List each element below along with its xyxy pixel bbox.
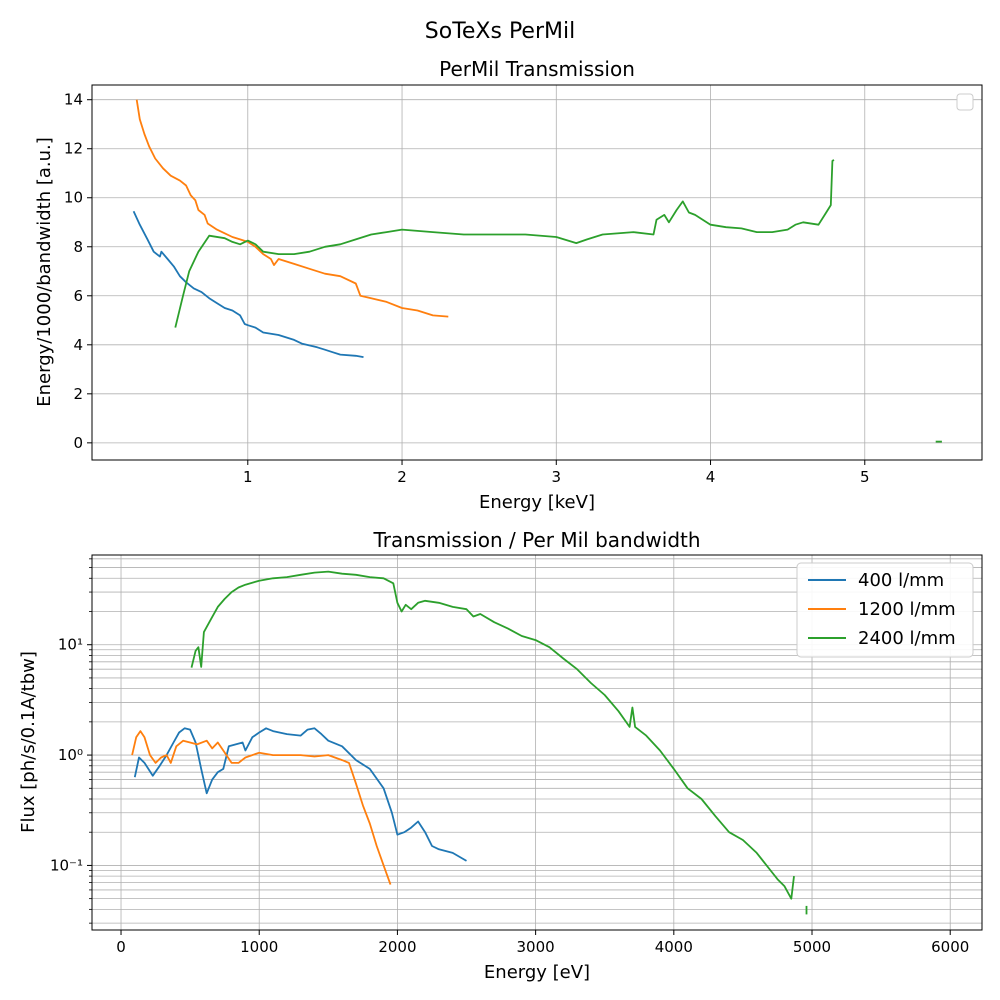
bottom-chart-series	[131, 570, 808, 915]
figure-suptitle: SoTeXs PerMil	[425, 19, 575, 44]
bottom-chart-x-ticks: 0 1000 2000 3000 4000 5000 6000	[116, 930, 969, 956]
y-tick-label: 10¹	[58, 636, 83, 654]
bottom-chart-legend: 400 l/mm 1200 l/mm 2400 l/mm	[796, 562, 974, 658]
y-tick-label: 8	[73, 238, 83, 256]
x-tick-label: 1	[243, 468, 253, 486]
bottom-chart-frame	[91, 554, 983, 931]
top-chart-legend	[956, 93, 974, 111]
top-chart-grid	[92, 85, 982, 460]
bottom-chart: Transmission / Per Mil bandwidth 0 1000 20…	[18, 528, 983, 983]
bottom-chart-y-ticks: 10⁻¹ 10⁰ 10¹	[50, 558, 92, 924]
series-line-2	[174, 159, 835, 328]
top-chart-frame	[91, 84, 983, 461]
series-line-0	[133, 727, 467, 862]
x-tick-label: 3	[552, 468, 562, 486]
legend-label: 400 l/mm	[858, 570, 944, 591]
y-tick-label: 10	[64, 189, 83, 207]
top-chart-y-ticks: 0 2 4 6 8 10 12 14	[64, 91, 92, 452]
bottom-chart-title: Transmission / Per Mil bandwidth	[372, 528, 700, 552]
x-tick-label: 2000	[378, 938, 416, 956]
x-tick-label: 4	[706, 468, 716, 486]
x-tick-label: 3000	[517, 938, 555, 956]
x-tick-label: 1000	[240, 938, 278, 956]
series-line-1	[131, 730, 392, 885]
y-tick-label: 4	[73, 336, 83, 354]
bottom-chart-x-label: Energy [eV]	[484, 962, 590, 983]
bottom-chart-y-label: Flux [ph/s/0.1A/tbw]	[18, 651, 39, 833]
y-tick-label: 6	[73, 287, 83, 305]
series-line-1	[135, 99, 449, 318]
y-tick-label: 2	[73, 385, 83, 403]
x-tick-label: 4000	[655, 938, 693, 956]
x-tick-label: 5	[860, 468, 870, 486]
legend-label: 2400 l/mm	[858, 628, 956, 649]
y-tick-label: 10⁰	[58, 746, 83, 764]
x-tick-label: 6000	[931, 938, 969, 956]
y-tick-label: 10⁻¹	[50, 856, 83, 874]
x-tick-label: 2	[397, 468, 407, 486]
series-line-0	[132, 210, 364, 358]
top-chart-series	[132, 99, 942, 443]
bottom-chart-legend-box	[796, 562, 974, 658]
y-tick-label: 0	[73, 434, 83, 452]
x-tick-label: 0	[116, 938, 126, 956]
top-chart-y-label: Energy/1000/bandwidth [a.u.]	[34, 137, 55, 407]
top-chart-x-ticks: 1 2 3 4 5	[243, 460, 870, 486]
legend-label: 1200 l/mm	[858, 599, 956, 620]
y-tick-label: 12	[64, 140, 83, 158]
bottom-chart-grid	[92, 555, 982, 930]
x-tick-label: 5000	[793, 938, 831, 956]
y-tick-label: 14	[64, 91, 83, 109]
top-chart-x-label: Energy [keV]	[479, 492, 595, 513]
series-line-2	[190, 570, 795, 900]
top-chart-title: PerMil Transmission	[439, 57, 635, 81]
